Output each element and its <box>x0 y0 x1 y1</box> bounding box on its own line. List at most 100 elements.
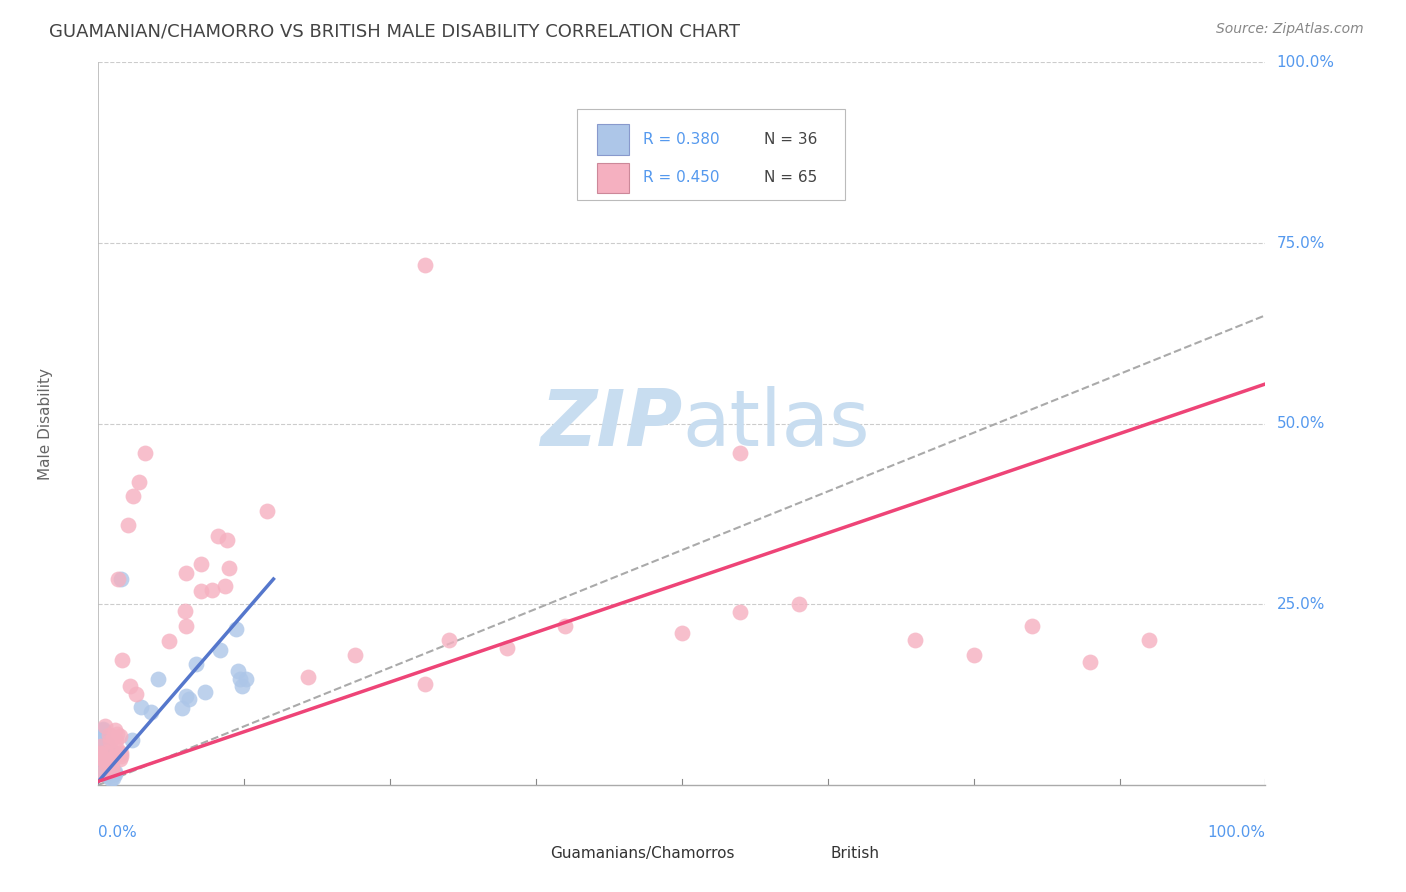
Point <box>110 749 132 764</box>
Point <box>122 489 145 503</box>
Point <box>111 652 134 666</box>
Point <box>134 445 156 459</box>
Point <box>104 765 127 780</box>
Point <box>179 692 201 706</box>
Text: ZIP: ZIP <box>540 385 682 462</box>
Point <box>108 729 131 743</box>
Point <box>904 633 927 648</box>
Text: Guamanians/Chamorros: Guamanians/Chamorros <box>550 847 734 861</box>
Point <box>730 605 752 619</box>
Point <box>101 730 124 744</box>
Point <box>107 727 129 741</box>
Point <box>226 665 249 679</box>
Point <box>91 731 114 745</box>
Text: British: British <box>830 847 879 861</box>
Point <box>554 619 576 633</box>
Point <box>100 758 122 772</box>
Text: 50.0%: 50.0% <box>1277 417 1324 431</box>
Point <box>174 689 197 703</box>
Point <box>173 603 195 617</box>
Text: N = 36: N = 36 <box>763 132 817 147</box>
Point <box>190 584 212 599</box>
Point <box>208 642 231 657</box>
Point <box>231 679 253 693</box>
Text: Source: ZipAtlas.com: Source: ZipAtlas.com <box>1216 22 1364 37</box>
Bar <box>596 124 630 155</box>
Point <box>107 572 129 586</box>
Point <box>1137 633 1160 648</box>
Point <box>344 648 367 662</box>
Point <box>93 757 115 772</box>
Point <box>256 503 278 517</box>
Point <box>104 733 127 747</box>
Point <box>100 764 122 778</box>
Text: 100.0%: 100.0% <box>1208 825 1265 839</box>
Text: 75.0%: 75.0% <box>1277 235 1324 251</box>
Point <box>91 722 114 736</box>
Point <box>98 742 121 756</box>
Point <box>297 669 319 683</box>
Point <box>194 684 217 698</box>
Point <box>110 572 132 586</box>
Point <box>96 737 118 751</box>
Point <box>103 747 125 761</box>
Point <box>117 517 139 532</box>
Point <box>108 747 131 761</box>
Point <box>128 475 150 489</box>
Point <box>104 766 127 780</box>
Point <box>201 583 224 598</box>
Text: Male Disability: Male Disability <box>38 368 53 480</box>
Point <box>121 733 143 747</box>
Point <box>93 750 115 764</box>
Text: 100.0%: 100.0% <box>1277 55 1334 70</box>
Point <box>94 741 117 756</box>
Point <box>962 648 984 662</box>
Point <box>218 561 240 575</box>
Point <box>176 566 198 580</box>
Point <box>225 623 247 637</box>
Point <box>91 749 114 764</box>
Point <box>413 258 436 272</box>
Point <box>118 679 141 693</box>
Point <box>103 771 125 785</box>
Text: R = 0.380: R = 0.380 <box>644 132 720 147</box>
Point <box>104 723 127 737</box>
Text: atlas: atlas <box>682 385 869 462</box>
Text: GUAMANIAN/CHAMORRO VS BRITISH MALE DISABILITY CORRELATION CHART: GUAMANIAN/CHAMORRO VS BRITISH MALE DISAB… <box>49 22 740 40</box>
Point <box>671 626 693 640</box>
Point <box>98 734 121 748</box>
Point <box>97 755 120 769</box>
Point <box>98 755 121 769</box>
Text: N = 65: N = 65 <box>763 170 817 186</box>
Point <box>110 746 132 760</box>
Point <box>94 757 117 772</box>
Bar <box>596 162 630 193</box>
Point <box>89 746 111 760</box>
Point <box>93 753 115 767</box>
Point <box>413 677 436 691</box>
Point <box>90 751 112 765</box>
Point <box>787 598 810 612</box>
Point <box>228 672 250 686</box>
Point <box>98 728 121 742</box>
Point <box>496 640 519 655</box>
Point <box>100 752 122 766</box>
Point <box>105 742 128 756</box>
Point <box>217 533 239 547</box>
Point <box>93 719 115 733</box>
Point <box>146 673 169 687</box>
Text: 0.0%: 0.0% <box>98 825 138 839</box>
Text: 25.0%: 25.0% <box>1277 597 1324 612</box>
FancyBboxPatch shape <box>576 110 845 200</box>
Point <box>207 529 229 543</box>
Point <box>235 673 257 687</box>
Point <box>110 751 132 765</box>
Point <box>139 705 162 719</box>
Point <box>97 769 120 783</box>
Point <box>90 764 112 778</box>
Point <box>214 579 236 593</box>
Point <box>186 657 208 671</box>
Point <box>1021 619 1043 633</box>
Point <box>1080 655 1102 669</box>
Point <box>100 744 122 758</box>
